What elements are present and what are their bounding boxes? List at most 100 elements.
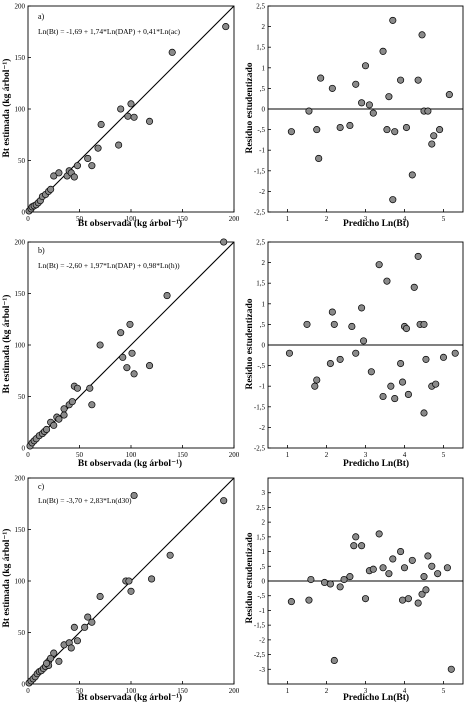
a-left-ytick-label: 150 — [15, 54, 26, 62]
c-left-point — [84, 613, 92, 621]
panel-c-right-ylabel: Residuo estudentizado — [245, 532, 255, 623]
b-right-point — [313, 376, 321, 384]
a-left-point — [88, 162, 96, 170]
a-right-point — [402, 123, 411, 132]
b-right-ytick-label: 2,5 — [256, 239, 265, 247]
b-left-point — [220, 238, 228, 246]
b-left-point — [119, 353, 127, 361]
a-right-point — [346, 121, 354, 130]
b-right-ytick-label: -1,5 — [254, 403, 266, 411]
a-right-ytick-label: 2 — [262, 23, 266, 31]
a-left-xtick-label: 0 — [26, 215, 30, 223]
b-left-ytick-label: 150 — [15, 290, 26, 298]
c-right-point — [443, 564, 451, 572]
a-right-point — [424, 107, 432, 115]
c-right-xtick-label: 4 — [403, 687, 407, 695]
a-left-point — [124, 112, 132, 120]
c-right-point — [434, 570, 442, 578]
panel-c-letter: c) — [38, 482, 45, 491]
c-right-point — [307, 575, 315, 584]
b-right-point — [410, 283, 418, 291]
c-right-ytick-label: 2,5 — [256, 504, 265, 512]
a-right-point — [389, 196, 397, 204]
b-left-xtick-label: 100 — [126, 451, 137, 459]
c-right-xtick-label: 1 — [286, 687, 290, 695]
b-right-point — [336, 355, 344, 363]
b-right-point — [348, 322, 356, 331]
b-right-point — [352, 349, 360, 357]
b-left-xtick-label: 50 — [76, 451, 84, 459]
c-right-point — [340, 575, 348, 584]
a-right-point — [305, 107, 313, 115]
b-left-ytick-label: 100 — [15, 342, 26, 350]
a-right-point — [315, 154, 323, 162]
c-right-point — [400, 564, 409, 572]
a-right-point — [365, 101, 373, 109]
c-left-point — [127, 587, 135, 595]
c-right-point — [408, 556, 416, 564]
b-right-xtick-label: 5 — [442, 451, 446, 459]
c-right-point — [350, 542, 358, 550]
c-right-point — [424, 552, 432, 560]
c-right-ytick-label: 1,5 — [256, 533, 265, 541]
panel-c-left-ylabel: Bt estimada (kg árbol⁻¹) — [1, 529, 12, 628]
panel-a-right: Predicho Ln(Bt) Residuo estudentizado — [245, 62, 409, 229]
b-right-ytick-label: 2 — [262, 259, 266, 267]
panel-b-right: Predicho Ln(Bt) Residuo estudentizado — [245, 298, 409, 469]
c-right-point — [352, 533, 360, 541]
c-right-ytick-label: 2 — [262, 519, 266, 527]
a-right-xtick-label: 2 — [325, 215, 329, 223]
c-right-ytick-label: -3 — [259, 666, 265, 674]
c-right-ytick-label: ,5 — [260, 563, 266, 571]
panel-c-right: Predicho Ln(Bt) Residuo estudentizado — [245, 532, 409, 703]
c-right-ytick-label: 3 — [262, 489, 266, 497]
b-right-point — [359, 337, 368, 345]
b-right-xtick-label: 2 — [325, 451, 329, 459]
c-left-point — [148, 575, 156, 583]
a-right-point — [430, 132, 438, 140]
a-left-point — [94, 144, 102, 152]
b-right-point — [383, 277, 391, 285]
a-left-reference-line — [28, 6, 234, 212]
b-right-point — [398, 378, 407, 386]
c-right-ytick-label: 1 — [262, 548, 266, 556]
a-left-ytick-label: 100 — [15, 106, 26, 114]
b-right-point — [367, 368, 375, 376]
b-right-point — [420, 409, 428, 417]
panel-a-equation: Ln(Bt) = -1,69 + 1,74*Ln(DAP) + 0,41*Ln(… — [38, 27, 181, 36]
b-left-point — [96, 341, 104, 349]
b-left-point — [42, 425, 51, 434]
c-right-point — [385, 570, 393, 578]
a-right-point — [389, 16, 397, 24]
a-right-point — [361, 62, 370, 70]
b-left-point — [130, 370, 138, 378]
b-left-point — [86, 384, 94, 392]
c-right-ytick-label: 0 — [262, 578, 266, 586]
a-right-point — [445, 91, 453, 99]
panel-b-left-ylabel: Bt estimada (kg árbol⁻¹) — [1, 295, 12, 394]
b-left-point — [68, 398, 76, 406]
c-right-point — [379, 564, 387, 572]
a-left-xtick-label: 100 — [126, 215, 137, 223]
panel-a-right-ylabel: Residuo estudentizado — [245, 62, 255, 153]
b-right-ytick-label: 1 — [262, 300, 266, 308]
b-right-point — [420, 320, 428, 328]
a-right-point — [436, 126, 444, 134]
c-right-point — [375, 530, 383, 538]
b-left-ytick-label: 200 — [15, 239, 26, 247]
a-left-point — [47, 185, 55, 193]
c-right-ytick-label: -1 — [259, 607, 265, 615]
c-left-xtick-label: 50 — [76, 687, 84, 695]
b-left-ytick-label: 0 — [22, 445, 26, 453]
b-left-point — [50, 421, 58, 429]
c-right-point — [422, 586, 430, 594]
c-left-point — [42, 659, 51, 667]
b-right-ytick-label: -2 — [259, 424, 265, 432]
c-right-point — [320, 578, 329, 587]
a-right-point — [397, 76, 405, 84]
a-right-point — [428, 140, 436, 148]
c-left-point — [166, 551, 174, 559]
a-right-ytick-label: -1,5 — [254, 167, 266, 175]
a-right-xtick-label: 5 — [442, 215, 446, 223]
a-left-ytick-label: 50 — [18, 157, 26, 165]
